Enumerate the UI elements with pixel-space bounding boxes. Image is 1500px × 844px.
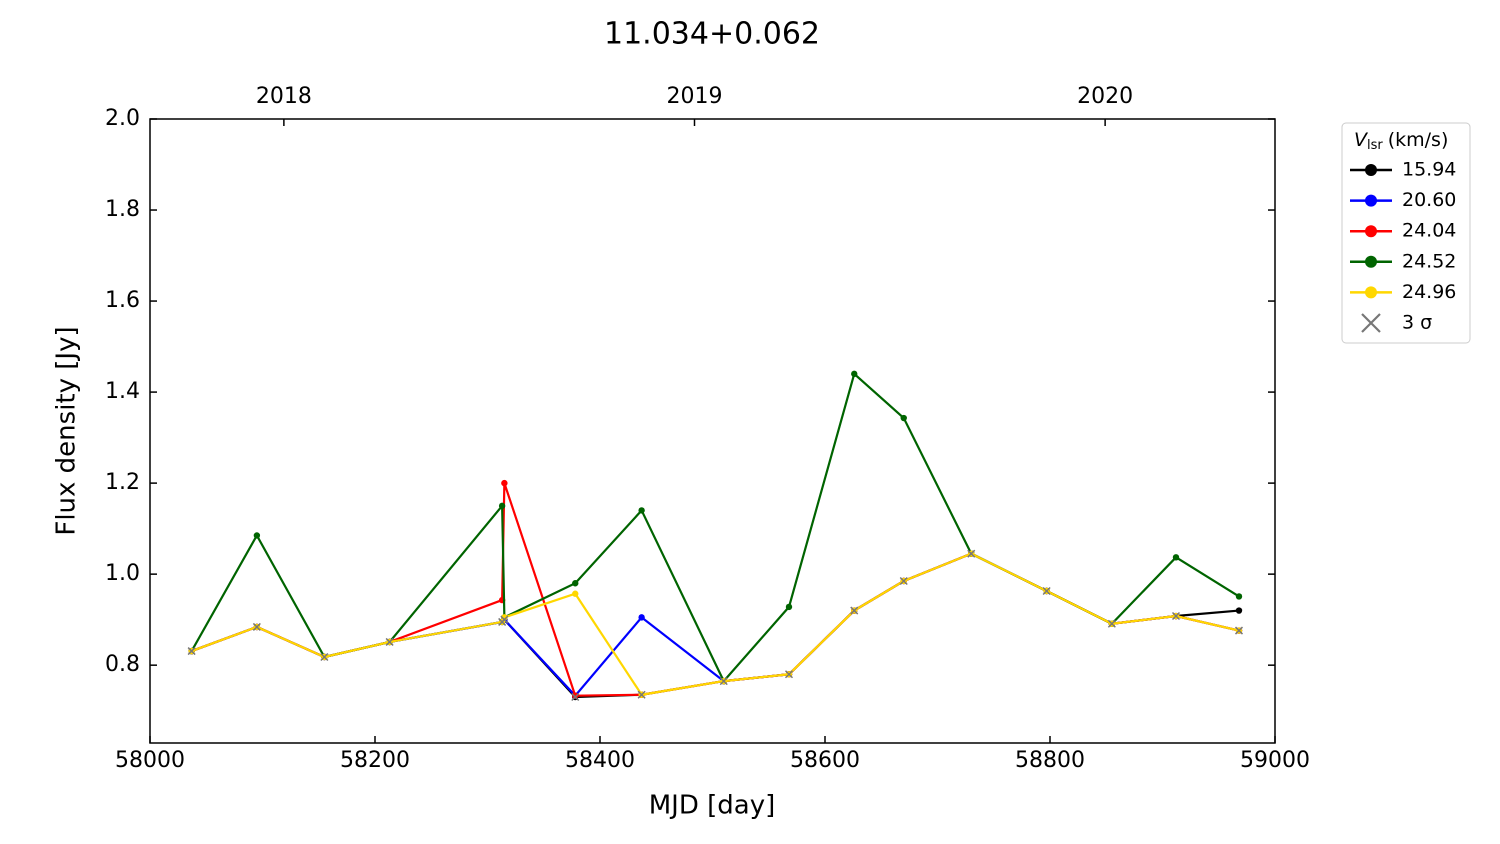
- sigma-marker: [784, 670, 794, 679]
- legend-label: 24.52: [1402, 250, 1456, 272]
- point: [1235, 593, 1243, 600]
- sigma-marker: [571, 693, 580, 702]
- series-line: [190, 371, 1240, 684]
- x-tick-label: 59000: [1240, 748, 1310, 773]
- sigma-marker: [187, 647, 196, 656]
- point: [638, 614, 645, 621]
- point: [851, 370, 858, 378]
- y-tick-label: 1.6: [105, 288, 140, 313]
- sigma-marker: [385, 637, 394, 646]
- sigma-marker: [1107, 619, 1116, 628]
- point: [638, 507, 645, 514]
- point: [501, 479, 508, 487]
- y-axis-label: Flux density [Jy]: [52, 326, 82, 535]
- sigma-marker: [1042, 586, 1051, 596]
- sigma-marker: [899, 576, 908, 585]
- sigma-marker: [1171, 611, 1181, 621]
- sigma-marker: [252, 622, 261, 631]
- sigma-marker: [850, 606, 859, 615]
- point: [785, 603, 793, 611]
- sigma-marker: [320, 652, 329, 662]
- x-tick-label: 58200: [340, 748, 410, 773]
- plot-frame: [149, 118, 1276, 744]
- sigma-marker: [1234, 626, 1244, 635]
- legend-title-unit: (km/s): [1388, 129, 1449, 151]
- legend-marker: [1365, 225, 1377, 238]
- legend-label: 3 σ: [1402, 312, 1432, 334]
- legend-marker: [1365, 286, 1377, 299]
- legend-label: 24.04: [1402, 220, 1456, 242]
- legend-marker: [1365, 255, 1377, 268]
- point: [572, 692, 579, 699]
- x2-tick-label: 2020: [1077, 84, 1133, 109]
- sigma-marker: [967, 549, 976, 558]
- point: [1235, 607, 1243, 614]
- point: [900, 414, 907, 422]
- sigma-marker: [500, 615, 509, 624]
- point: [572, 590, 579, 597]
- chart-title: 11.034+0.062: [604, 17, 820, 52]
- series-line: [191, 552, 1240, 698]
- x-tick-label: 58400: [565, 748, 635, 773]
- legend-label: 20.60: [1402, 189, 1456, 211]
- y-tick-label: 1.2: [105, 470, 140, 495]
- y-tick-label: 1.4: [105, 379, 140, 404]
- x-tick-label: 58600: [790, 748, 860, 773]
- legend-title-subscript: lsr: [1367, 138, 1383, 153]
- legend-marker: [1365, 164, 1377, 176]
- point: [572, 580, 579, 587]
- point: [1172, 554, 1180, 561]
- legend-marker: [1365, 194, 1377, 207]
- legend-title: Vlsr (km/s): [1354, 129, 1448, 153]
- point: [253, 532, 261, 539]
- legend-marker: [1361, 313, 1381, 333]
- sigma-marker: [719, 677, 728, 686]
- x2-tick-label: 2018: [256, 84, 312, 109]
- x-tick-label: 58800: [1015, 748, 1085, 773]
- legend-title-symbol: V: [1354, 129, 1369, 151]
- y-tick-label: 1.0: [105, 561, 140, 586]
- y-tick-label: 0.8: [105, 652, 140, 677]
- y-tick-label: 2.0: [105, 106, 140, 131]
- sigma-marker: [637, 690, 646, 699]
- legend-label: 15.94: [1402, 159, 1456, 181]
- x-axis-label: MJD [day]: [649, 791, 776, 821]
- x-tick-label: 58000: [115, 748, 185, 773]
- x2-tick-label: 2019: [667, 84, 723, 109]
- legend-label: 24.96: [1402, 281, 1456, 303]
- point: [498, 502, 506, 510]
- y-tick-label: 1.8: [105, 197, 140, 222]
